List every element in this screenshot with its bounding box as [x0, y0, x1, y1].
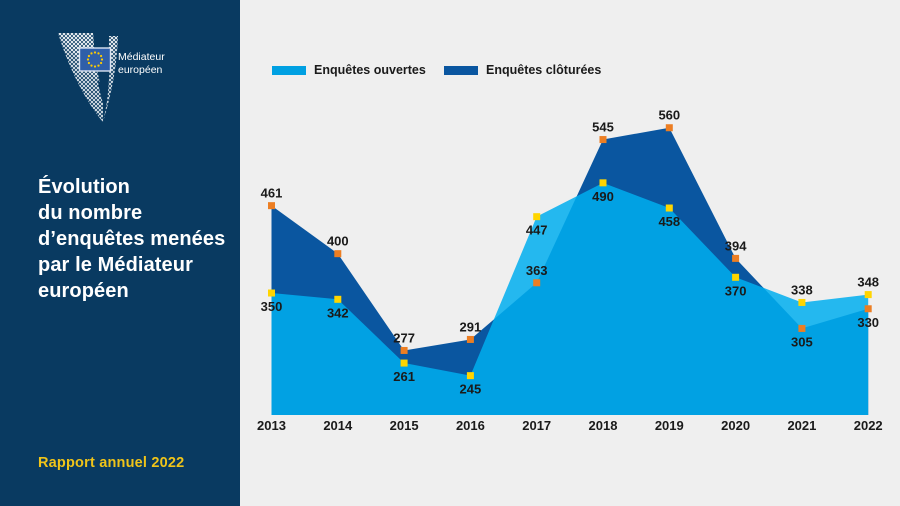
- legend-swatch-ouvertes: [272, 65, 306, 75]
- legend-swatch-cloturees: [444, 65, 478, 75]
- ombudsman-logo: Médiateur européen: [58, 33, 165, 122]
- sidebar: Médiateur européen Évolution du nombre d…: [0, 0, 240, 506]
- legend-item-cloturees: Enquêtes clôturées: [444, 63, 601, 77]
- legend-item-ouvertes: Enquêtes ouvertes: [272, 63, 426, 77]
- eu-flag-icon: [78, 47, 112, 72]
- legend-label-ouvertes: Enquêtes ouvertes: [314, 63, 426, 77]
- title-line: par le Médiateur: [38, 254, 193, 276]
- bird-icon: [58, 33, 118, 122]
- report-year-label: Rapport annuel 2022: [38, 455, 185, 471]
- title-line: Évolution: [38, 176, 131, 198]
- logo-text-line2: européen: [118, 64, 163, 76]
- page-title: Évolution du nombre d’enquêtes menées pa…: [38, 174, 238, 304]
- legend-label-cloturees: Enquêtes clôturées: [486, 63, 602, 77]
- title-line: européen: [38, 280, 129, 302]
- title-line: d’enquêtes menées: [38, 228, 226, 250]
- title-line: du nombre: [38, 202, 143, 224]
- logo-text-line1: Médiateur: [118, 51, 165, 63]
